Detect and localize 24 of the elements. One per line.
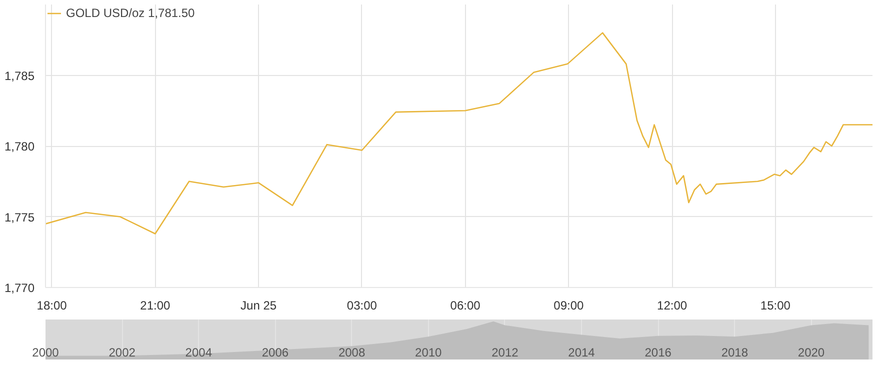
x-tick-label: 09:00 bbox=[554, 298, 584, 312]
text: GOLD USD/oz 1,781.50 bbox=[66, 6, 195, 20]
x-tick-label: 2002 bbox=[108, 346, 136, 360]
y-tick-label: 1,780 bbox=[4, 140, 35, 154]
x-tick-label: 18:00 bbox=[36, 298, 68, 312]
x-tick-label: 2020 bbox=[798, 346, 825, 360]
x-tick-label: 2004 bbox=[185, 346, 212, 360]
x-tick-label: 2010 bbox=[415, 346, 442, 360]
x-tick-label: 03:00 bbox=[346, 298, 378, 312]
y-tick-label: 1,775 bbox=[4, 210, 35, 224]
x-tick-label: 06:00 bbox=[450, 298, 481, 312]
x-tick-label: 15:00 bbox=[760, 298, 791, 312]
x-tick-label: 2006 bbox=[262, 346, 289, 360]
x-tick-label: 2018 bbox=[721, 346, 748, 360]
x-tick-label: 2000 bbox=[32, 346, 60, 360]
x-tick-label: 2012 bbox=[492, 346, 519, 360]
y-tick-label: 1,770 bbox=[4, 281, 35, 295]
x-tick-label: 2008 bbox=[338, 346, 366, 360]
x-tick-label: 12:00 bbox=[657, 298, 688, 312]
y-tick-label: 1,785 bbox=[4, 68, 35, 83]
x-tick-label: Jun 25 bbox=[240, 298, 277, 312]
x-tick-label: 2016 bbox=[644, 346, 672, 360]
x-tick-label: 21:00 bbox=[140, 298, 171, 312]
x-tick-label: 2014 bbox=[568, 346, 596, 360]
